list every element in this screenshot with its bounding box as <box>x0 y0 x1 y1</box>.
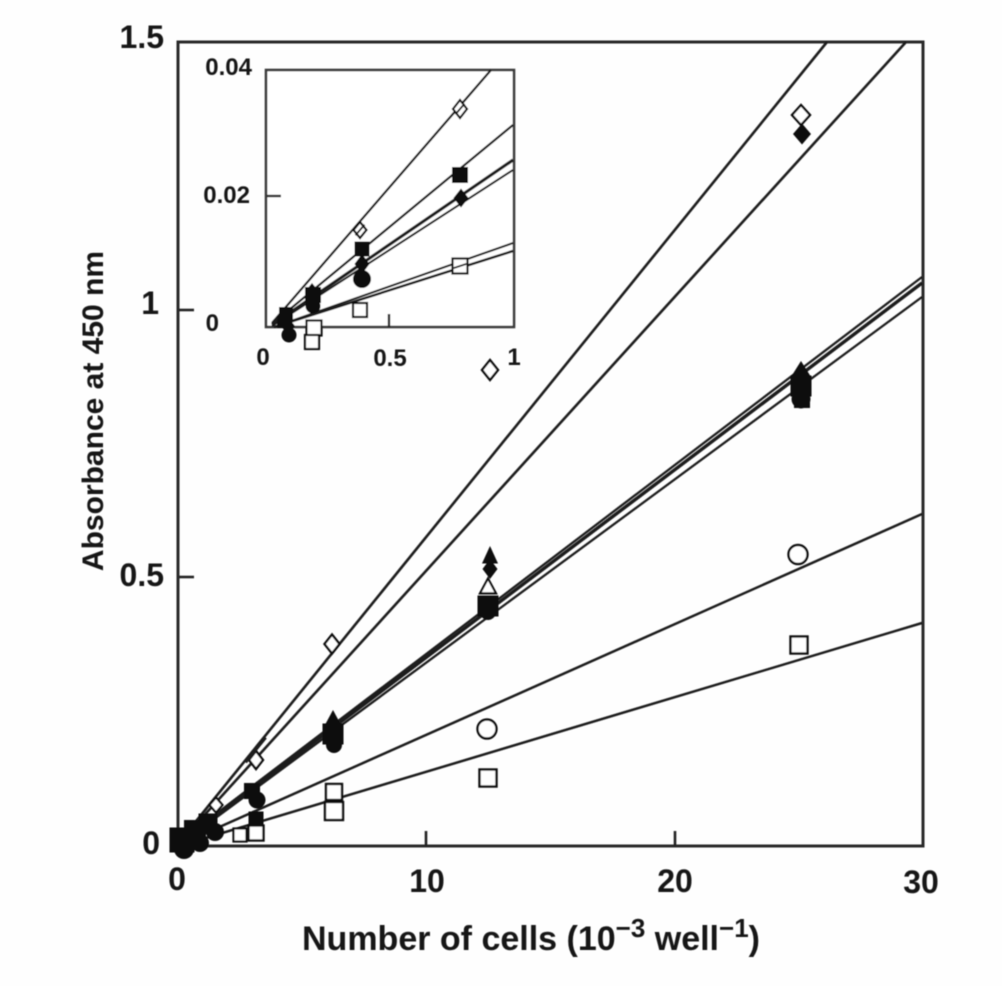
svg-text:20: 20 <box>657 863 693 899</box>
svg-text:0.04: 0.04 <box>205 54 252 81</box>
svg-text:10: 10 <box>409 863 445 899</box>
svg-text:1: 1 <box>507 344 520 371</box>
svg-text:0: 0 <box>168 861 186 897</box>
svg-text:1.5: 1.5 <box>120 19 164 55</box>
svg-text:1: 1 <box>141 285 159 321</box>
svg-text:0.02: 0.02 <box>203 182 250 209</box>
svg-text:0.5: 0.5 <box>373 345 406 372</box>
svg-text:0: 0 <box>142 825 160 861</box>
svg-text:Absorbance at 450 nm: Absorbance at 450 nm <box>77 251 110 571</box>
svg-text:0: 0 <box>256 344 269 371</box>
svg-text:Number of cells (10−3 well−1): Number of cells (10−3 well−1) <box>302 913 760 958</box>
svg-text:0: 0 <box>206 310 219 337</box>
svg-text:0.5: 0.5 <box>120 557 164 593</box>
svg-text:30: 30 <box>903 864 939 900</box>
